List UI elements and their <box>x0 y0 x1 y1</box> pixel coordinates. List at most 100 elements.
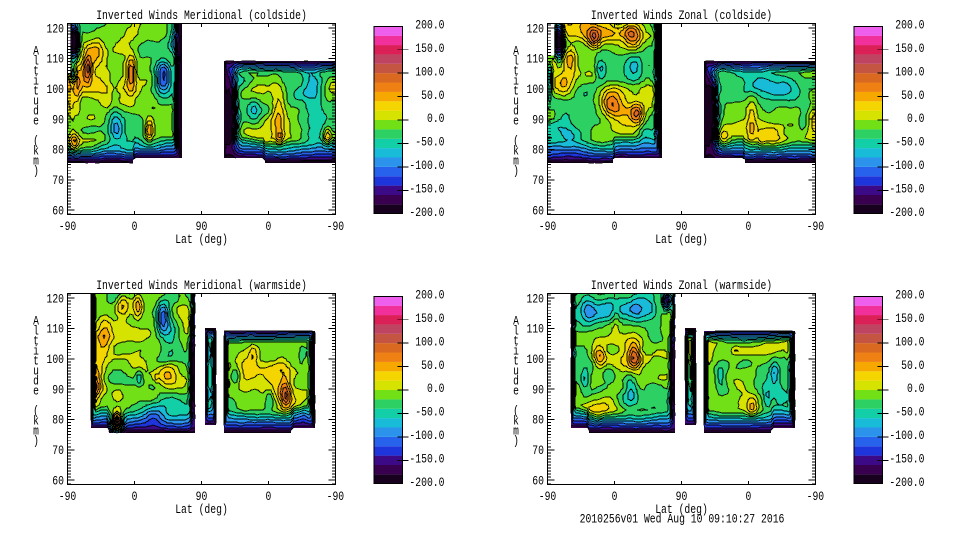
svg-text:(: ( <box>513 134 519 148</box>
svg-text:l: l <box>33 324 39 338</box>
svg-text:k: k <box>33 144 39 158</box>
svg-text:120: 120 <box>47 292 65 306</box>
svg-text:m: m <box>33 424 39 438</box>
svg-text:-50.0: -50.0 <box>895 136 924 150</box>
svg-text:e: e <box>33 114 39 128</box>
svg-text:50.0: 50.0 <box>421 89 444 103</box>
svg-text:Inverted Winds Meridional (war: Inverted Winds Meridional (warmside) <box>96 279 307 293</box>
svg-text:t: t <box>33 334 39 348</box>
svg-text:70: 70 <box>52 174 64 188</box>
svg-text:-150.0: -150.0 <box>889 453 924 467</box>
svg-text:-50.0: -50.0 <box>895 406 924 420</box>
svg-text:-90: -90 <box>59 490 77 504</box>
svg-text:110: 110 <box>527 323 545 337</box>
svg-text:90: 90 <box>676 220 688 234</box>
svg-text:60: 60 <box>532 474 544 488</box>
svg-text:i: i <box>33 344 39 358</box>
svg-text:-100.0: -100.0 <box>889 159 924 173</box>
svg-text:0: 0 <box>746 220 752 234</box>
svg-text:60: 60 <box>52 204 64 218</box>
svg-text:k: k <box>513 144 519 158</box>
svg-text:150.0: 150.0 <box>415 312 444 326</box>
svg-text:l: l <box>513 54 519 68</box>
svg-text:-200.0: -200.0 <box>889 206 924 220</box>
svg-text:200.0: 200.0 <box>895 289 924 303</box>
svg-text:0.0: 0.0 <box>427 112 445 126</box>
svg-text:): ) <box>513 164 519 178</box>
svg-text:90: 90 <box>532 383 544 397</box>
svg-text:t: t <box>513 354 519 368</box>
svg-text:-200.0: -200.0 <box>409 206 444 220</box>
svg-text:): ) <box>513 434 519 448</box>
svg-text:-90: -90 <box>59 220 77 234</box>
svg-text:80: 80 <box>52 414 64 428</box>
svg-text:100: 100 <box>527 353 545 367</box>
svg-text:k: k <box>513 414 519 428</box>
svg-text:100: 100 <box>47 83 65 97</box>
svg-text:-90: -90 <box>807 490 825 504</box>
svg-text:0: 0 <box>612 220 618 234</box>
svg-text:A: A <box>513 314 519 328</box>
svg-text:-100.0: -100.0 <box>889 429 924 443</box>
svg-text:Lat (deg): Lat (deg) <box>175 503 228 517</box>
svg-text:e: e <box>513 384 519 398</box>
svg-text:0: 0 <box>132 220 138 234</box>
svg-text:120: 120 <box>527 292 545 306</box>
svg-text:0: 0 <box>266 490 272 504</box>
svg-text:i: i <box>513 344 519 358</box>
svg-text:(: ( <box>33 404 39 418</box>
svg-text:110: 110 <box>47 323 65 337</box>
svg-text:t: t <box>513 64 519 78</box>
svg-text:0: 0 <box>746 490 752 504</box>
svg-text:70: 70 <box>52 444 64 458</box>
svg-text:110: 110 <box>527 53 545 67</box>
svg-text:150.0: 150.0 <box>895 42 924 56</box>
svg-text:e: e <box>513 114 519 128</box>
svg-text:t: t <box>33 354 39 368</box>
svg-text:Lat (deg): Lat (deg) <box>175 233 228 247</box>
svg-text:120: 120 <box>527 22 545 36</box>
svg-text:70: 70 <box>532 444 544 458</box>
svg-text:90: 90 <box>196 220 208 234</box>
svg-text:d: d <box>513 104 519 118</box>
svg-text:-200.0: -200.0 <box>889 476 924 490</box>
svg-text:-50.0: -50.0 <box>415 136 444 150</box>
svg-text:90: 90 <box>52 383 64 397</box>
svg-text:d: d <box>33 104 39 118</box>
svg-text:t: t <box>33 64 39 78</box>
svg-text:-90: -90 <box>539 220 557 234</box>
svg-text:50.0: 50.0 <box>901 89 924 103</box>
svg-text:m: m <box>513 424 519 438</box>
svg-text:-90: -90 <box>327 490 345 504</box>
svg-text:90: 90 <box>52 113 64 127</box>
svg-text:A: A <box>513 44 519 58</box>
svg-text:): ) <box>33 164 39 178</box>
svg-text:200.0: 200.0 <box>895 19 924 33</box>
svg-text:0: 0 <box>266 220 272 234</box>
svg-text:80: 80 <box>52 144 64 158</box>
svg-text:d: d <box>33 374 39 388</box>
svg-text:100: 100 <box>527 83 545 97</box>
svg-text:t: t <box>513 84 519 98</box>
svg-text:-200.0: -200.0 <box>409 476 444 490</box>
svg-text:-100.0: -100.0 <box>409 159 444 173</box>
svg-text:Inverted Winds Zonal (warmside: Inverted Winds Zonal (warmside) <box>591 279 772 293</box>
svg-text:0: 0 <box>612 490 618 504</box>
svg-text:-150.0: -150.0 <box>889 183 924 197</box>
svg-text:0: 0 <box>132 490 138 504</box>
svg-text:i: i <box>513 74 519 88</box>
svg-text:100.0: 100.0 <box>415 335 444 349</box>
svg-text:Lat (deg): Lat (deg) <box>655 233 708 247</box>
svg-text:2010256v01 Wed Aug 10 09:10:27: 2010256v01 Wed Aug 10 09:10:27 2016 <box>580 513 785 527</box>
svg-text:l: l <box>33 54 39 68</box>
svg-text:120: 120 <box>47 22 65 36</box>
svg-text:-90: -90 <box>807 220 825 234</box>
svg-text:Inverted Winds Zonal (coldside: Inverted Winds Zonal (coldside) <box>591 9 772 23</box>
svg-text:-100.0: -100.0 <box>409 429 444 443</box>
svg-text:t: t <box>513 334 519 348</box>
svg-text:90: 90 <box>532 113 544 127</box>
svg-text:-150.0: -150.0 <box>409 183 444 197</box>
svg-text:-50.0: -50.0 <box>415 406 444 420</box>
svg-text:d: d <box>513 374 519 388</box>
svg-text:): ) <box>33 434 39 448</box>
